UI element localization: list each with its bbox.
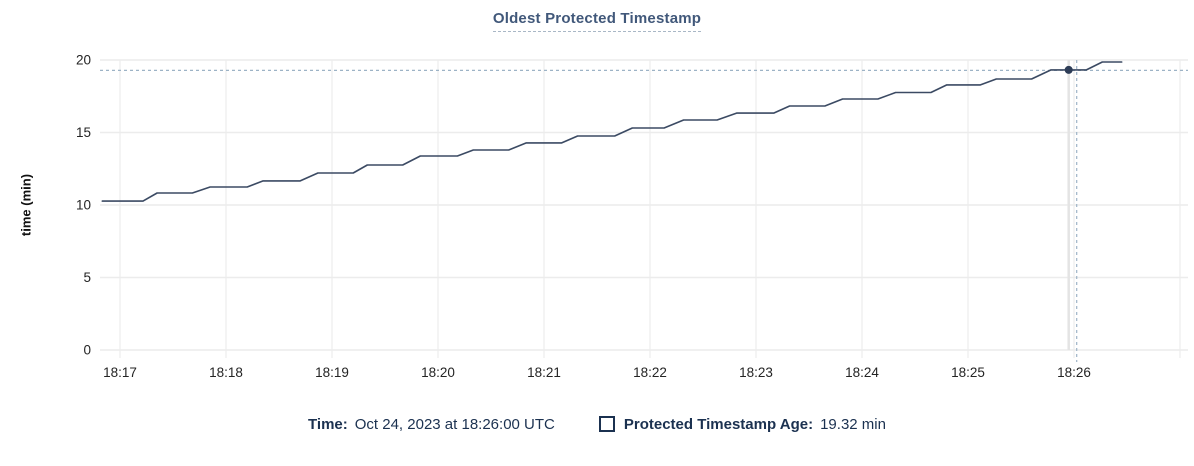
x-tick-label: 18:18	[209, 365, 243, 380]
x-tick-label: 18:24	[845, 365, 879, 380]
x-tick-label: 18:26	[1057, 365, 1091, 380]
horizontal-gridlines	[100, 59, 1188, 351]
series-line-protected-timestamp-age	[101, 61, 1123, 202]
legend-checkbox[interactable]	[598, 416, 615, 432]
hover-time-label: Time:	[308, 415, 348, 433]
y-tick-label: 0	[83, 343, 91, 358]
x-tick-label: 18:25	[951, 365, 985, 380]
vertical-gridlines	[119, 60, 1181, 358]
chart-title[interactable]: Oldest Protected Timestamp	[492, 10, 702, 32]
x-tick-label: 18:20	[421, 365, 455, 380]
x-tick-label: 18:22	[633, 365, 667, 380]
x-tick-label: 18:19	[315, 365, 349, 380]
chart-title-row: Oldest Protected Timestamp	[0, 10, 1194, 32]
series-name-label[interactable]: Protected Timestamp Age:	[623, 415, 814, 433]
y-tick-label: 10	[76, 198, 91, 213]
chart-footer-legend: Time: Oct 24, 2023 at 18:26:00 UTC Prote…	[0, 409, 1194, 439]
y-tick-label: 5	[83, 270, 91, 285]
hovered-data-point[interactable]	[1064, 65, 1073, 74]
series-hover-value: 19.32 min	[820, 415, 886, 433]
hover-time-value: Oct 24, 2023 at 18:26:00 UTC	[354, 415, 555, 433]
x-tick-label: 18:21	[527, 365, 561, 380]
y-tick-label: 20	[76, 53, 91, 68]
y-axis-tick-labels: 0 5 10 15 20	[76, 53, 91, 358]
x-tick-label: 18:23	[739, 365, 773, 380]
x-tick-label: 18:17	[103, 365, 137, 380]
x-axis-tick-labels: 18:17 18:18 18:19 18:20 18:21 18:22 18:23 18:24…	[103, 365, 1091, 380]
y-tick-label: 15	[76, 125, 91, 140]
